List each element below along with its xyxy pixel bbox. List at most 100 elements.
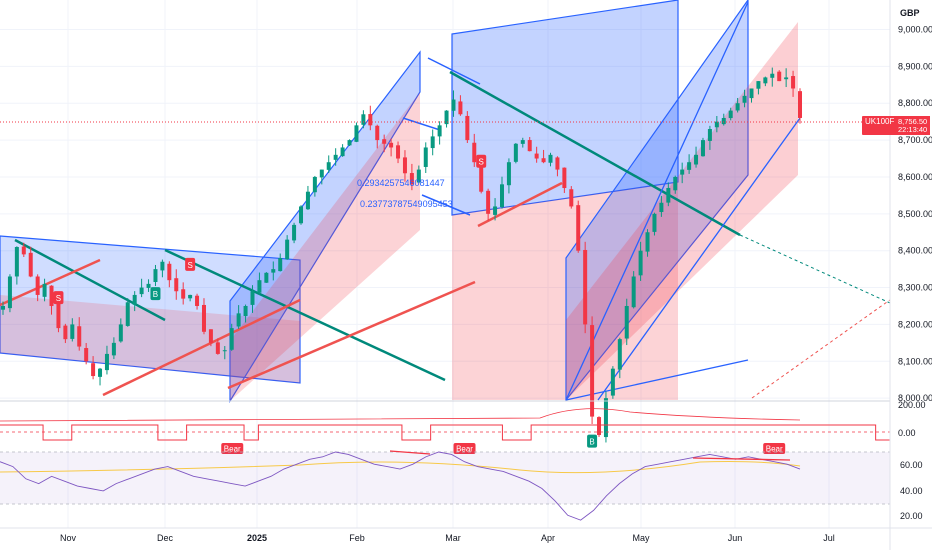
candle-body [201,304,206,332]
sell-signal-label: S [187,261,192,270]
sell-signal-tag [476,154,487,168]
candle-body [680,169,685,175]
y-tick-label: 8,800.00 [898,98,932,108]
symbol-tag-price: 8,756.50 [898,117,927,126]
candle-body [784,77,789,80]
candle-body [527,140,532,152]
candle-body [195,295,200,306]
buy-signal-label: B [153,290,158,299]
sell-signal-label: S [479,158,484,167]
candle-body [777,71,782,82]
candle-body [139,287,144,295]
signal-tags: B B S S S Bear Bear Bear [53,154,786,454]
symbol-tag-countdown: 22:13:40 [898,125,927,134]
candle-body [590,325,595,417]
candle-body [236,313,241,327]
candle-body [520,140,525,144]
x-tick-label: Jul [823,533,835,543]
candle-body [763,77,768,84]
candle-body [603,398,608,438]
candle-body [569,189,574,207]
candle-body [458,101,463,115]
candle-body [181,289,186,299]
bear-signal-label: Bear [456,445,473,454]
candle-body [229,328,234,350]
y-tick-label: 8,100.00 [898,356,932,366]
candle-body [368,114,373,126]
candle-body [361,114,366,125]
x-tick-label: Mar [445,533,461,543]
candle-body [91,363,96,377]
rsi-tick-label: 40.00 [900,486,923,496]
candle-body [756,81,761,89]
candle-body [583,249,588,325]
candle-body [416,169,421,183]
candle-body [340,147,345,157]
candle-body [402,157,407,174]
candle-body [70,324,75,339]
trendlines [0,1,932,401]
price-axis[interactable]: 9,000.00 8,900.00 8,800.00 8,700.00 8,600.00… [898,24,932,403]
candle-body [146,283,151,288]
candle-body [56,303,61,329]
candle-body [541,158,546,163]
candle-body [98,368,103,377]
candle-body [84,348,89,362]
x-tick-label: Apr [541,533,555,543]
candle-body [160,261,165,271]
candle-body [305,191,310,210]
symbol-tag-symbol: UK100FT [865,117,899,126]
candle-body [451,99,456,111]
candle-body [21,246,26,255]
candle-body [423,147,428,167]
candle-body [167,263,172,281]
candle-body [375,125,380,141]
candle-body [562,167,567,189]
candle-body [555,157,560,170]
candle-body [666,188,671,203]
candle-body [617,339,622,370]
candlestick-series [1,67,802,443]
candle-body [687,162,692,170]
candle-body [215,342,220,354]
candle-body [437,125,442,137]
candle-body [299,206,304,224]
candle-body [749,88,754,99]
candle-body [721,117,726,125]
indicator-axis: 200.00 0.00 60.00 40.00 20.00 [898,400,926,521]
candle-body [610,368,615,396]
candle-body [638,250,643,276]
y-tick-label: 8,000.00 [898,393,932,403]
bear-signal-label: Bear [224,445,241,454]
indicator-tick-label: 0.00 [898,428,916,438]
candle-body [444,110,449,125]
candle-body [1,305,5,310]
candle-body [597,417,602,436]
candle-body [700,140,705,157]
candle-body [14,247,19,277]
fib-label-a: 0.2934257546081447 [357,178,445,188]
candle-body [125,302,130,326]
candle-body [493,206,498,215]
candle-body [257,280,262,293]
sell-signal-tag [185,257,196,271]
candle-body [132,294,137,305]
candle-body [479,164,484,192]
bear-signal-label: Bear [766,445,783,454]
y-tick-label: 8,400.00 [898,246,932,256]
candle-body [63,325,68,340]
rsi-tick-label: 20.00 [900,511,923,521]
candle-body [659,202,664,213]
y-tick-label: 9,000.00 [898,24,932,34]
y-tick-label: 8,200.00 [898,319,932,329]
candle-body [264,272,269,283]
x-tick-label: Dec [157,533,174,543]
candle-body [472,142,477,163]
candle-body [465,115,470,141]
time-axis[interactable]: Nov Dec 2025 Feb Mar Apr May Jun Jul [60,533,835,543]
bear-signal-tag [221,443,244,454]
candle-body [319,169,324,178]
indicator-rsi-panel [0,450,890,521]
candle-body [278,258,283,272]
